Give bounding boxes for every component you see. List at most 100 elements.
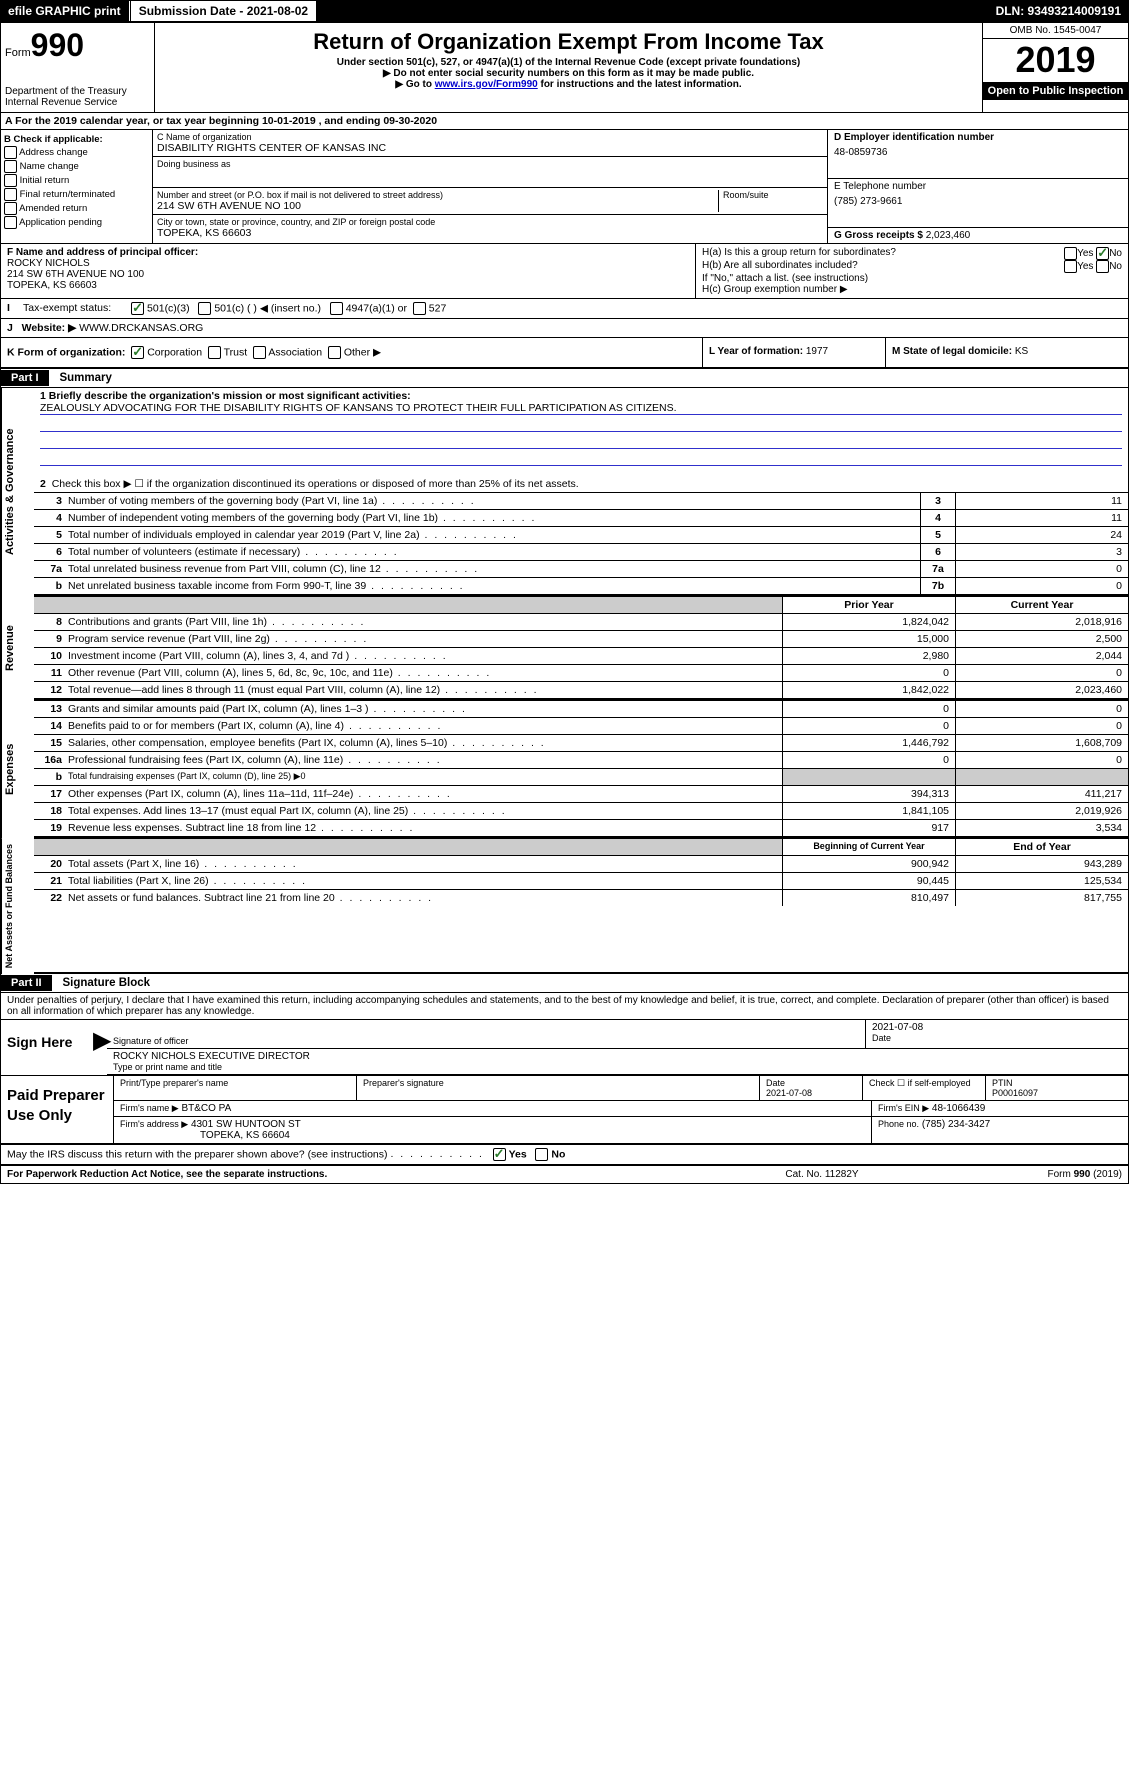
self-employed-check: Check ☐ if self-employed <box>863 1076 986 1100</box>
amended-return-label: Amended return <box>19 203 87 214</box>
irs-link[interactable]: www.irs.gov/Form990 <box>435 79 538 90</box>
4947-label: 4947(a)(1) or <box>346 302 407 314</box>
application-pending-checkbox[interactable] <box>4 216 17 229</box>
hb-yes-checkbox[interactable] <box>1064 260 1077 273</box>
part1-header: Part I <box>1 370 49 386</box>
mission-label: 1 Briefly describe the organization's mi… <box>40 390 1122 402</box>
phone-label: E Telephone number <box>834 181 1122 192</box>
street-label: Number and street (or P.O. box if mail i… <box>157 190 718 200</box>
line-text: Number of voting members of the governin… <box>66 493 920 509</box>
subtitle-1: Under section 501(c), 527, or 4947(a)(1)… <box>159 57 978 68</box>
line-text: Revenue less expenses. Subtract line 18 … <box>66 820 782 836</box>
corp-checkbox[interactable] <box>131 346 144 359</box>
name-change-checkbox[interactable] <box>4 160 17 173</box>
527-checkbox[interactable] <box>413 302 426 315</box>
discuss-no-checkbox[interactable] <box>535 1148 548 1161</box>
side-gov: Activities & Governance <box>1 388 34 596</box>
discuss-yes-checkbox[interactable] <box>493 1148 506 1161</box>
line-value: 0 <box>955 578 1128 594</box>
org-name: DISABILITY RIGHTS CENTER OF KANSAS INC <box>157 142 823 154</box>
sign-here-label: Sign Here <box>1 1020 93 1075</box>
gross-receipts-label: G Gross receipts $ <box>834 230 923 241</box>
current-value: 2,500 <box>955 631 1128 647</box>
line-text: Net assets or fund balances. Subtract li… <box>66 890 782 906</box>
sig-officer-label: Signature of officer <box>113 1036 859 1046</box>
line-num: 18 <box>34 803 66 819</box>
assoc-checkbox[interactable] <box>253 346 266 359</box>
line-text: Total assets (Part X, line 16) <box>66 856 782 872</box>
firm-name: BT&CO PA <box>181 1103 231 1114</box>
line-num: b <box>34 769 66 785</box>
current-value: 0 <box>955 701 1128 717</box>
final-return-checkbox[interactable] <box>4 188 17 201</box>
current-value: 2,044 <box>955 648 1128 664</box>
line2-text: Check this box ▶ ☐ if the organization d… <box>52 478 579 490</box>
website-value: WWW.DRCKANSAS.ORG <box>79 322 203 334</box>
current-value: 2,019,926 <box>955 803 1128 819</box>
ha-yes-checkbox[interactable] <box>1064 247 1077 260</box>
line-num: 15 <box>34 735 66 751</box>
4947-checkbox[interactable] <box>330 302 343 315</box>
527-label: 527 <box>429 302 447 314</box>
form-number: 990 <box>31 27 84 63</box>
amended-return-checkbox[interactable] <box>4 202 17 215</box>
hb-no-checkbox[interactable] <box>1096 260 1109 273</box>
hb-yes-label: Yes <box>1077 261 1093 272</box>
ptin-value: P00016097 <box>992 1088 1122 1098</box>
hb-no-label: No <box>1109 261 1122 272</box>
hb-label: H(b) Are all subordinates included? <box>702 260 1064 273</box>
preparer-sig-header: Preparer's signature <box>357 1076 760 1100</box>
initial-return-checkbox[interactable] <box>4 174 17 187</box>
address-change-label: Address change <box>19 147 88 158</box>
address-change-checkbox[interactable] <box>4 146 17 159</box>
row-a-period: A For the 2019 calendar year, or tax yea… <box>1 113 1128 130</box>
prior-value: 2,980 <box>782 648 955 664</box>
shaded-cell <box>782 769 955 785</box>
other-checkbox[interactable] <box>328 346 341 359</box>
current-value: 2,023,460 <box>955 682 1128 698</box>
efile-label[interactable]: efile GRAPHIC print <box>0 1 130 21</box>
501c-checkbox[interactable] <box>198 302 211 315</box>
line-value: 0 <box>955 561 1128 577</box>
line-num: 16a <box>34 752 66 768</box>
website-label: Website: ▶ <box>22 322 77 334</box>
part2-header: Part II <box>1 975 52 991</box>
current-value: 3,534 <box>955 820 1128 836</box>
mission-text: ZEALOUSLY ADVOCATING FOR THE DISABILITY … <box>40 402 1122 415</box>
501c3-checkbox[interactable] <box>131 302 144 315</box>
ha-no-checkbox[interactable] <box>1096 247 1109 260</box>
line-value: 3 <box>955 544 1128 560</box>
current-value: 1,608,709 <box>955 735 1128 751</box>
side-rev: Revenue <box>1 596 34 700</box>
trust-checkbox[interactable] <box>208 346 221 359</box>
current-value: 0 <box>955 752 1128 768</box>
line-text: Investment income (Part VIII, column (A)… <box>66 648 782 664</box>
footer-right: Form 990 (2019) <box>922 1169 1122 1180</box>
mission-blank-line <box>40 417 1122 432</box>
line-num: 7a <box>34 561 66 577</box>
ha-no-label: No <box>1109 248 1122 259</box>
part1-title: Summary <box>51 372 111 384</box>
preparer-date-value: 2021-07-08 <box>766 1088 856 1098</box>
city-value: TOPEKA, KS 66603 <box>157 227 823 239</box>
prior-value: 917 <box>782 820 955 836</box>
form-prefix: Form <box>5 47 31 59</box>
room-label: Room/suite <box>723 190 823 200</box>
firm-addr1: 4301 SW HUNTOON ST <box>191 1119 301 1130</box>
form-title: Return of Organization Exempt From Incom… <box>159 29 978 55</box>
trust-label: Trust <box>224 346 248 358</box>
prior-value: 1,824,042 <box>782 614 955 630</box>
preparer-name-header: Print/Type preparer's name <box>114 1076 357 1100</box>
shaded-cell <box>955 769 1128 785</box>
prior-value: 810,497 <box>782 890 955 906</box>
line-value: 24 <box>955 527 1128 543</box>
side-exp: Expenses <box>1 700 34 838</box>
501c-label: 501(c) ( ) ◀ (insert no.) <box>214 302 321 314</box>
city-label: City or town, state or province, country… <box>157 217 823 227</box>
top-bar: efile GRAPHIC print Submission Date - 20… <box>0 0 1129 22</box>
line-text: Total number of individuals employed in … <box>66 527 920 543</box>
line-num: 10 <box>34 648 66 664</box>
501c3-label: 501(c)(3) <box>147 302 190 314</box>
line-text: Professional fundraising fees (Part IX, … <box>66 752 782 768</box>
side-net: Net Assets or Fund Balances <box>1 838 34 974</box>
